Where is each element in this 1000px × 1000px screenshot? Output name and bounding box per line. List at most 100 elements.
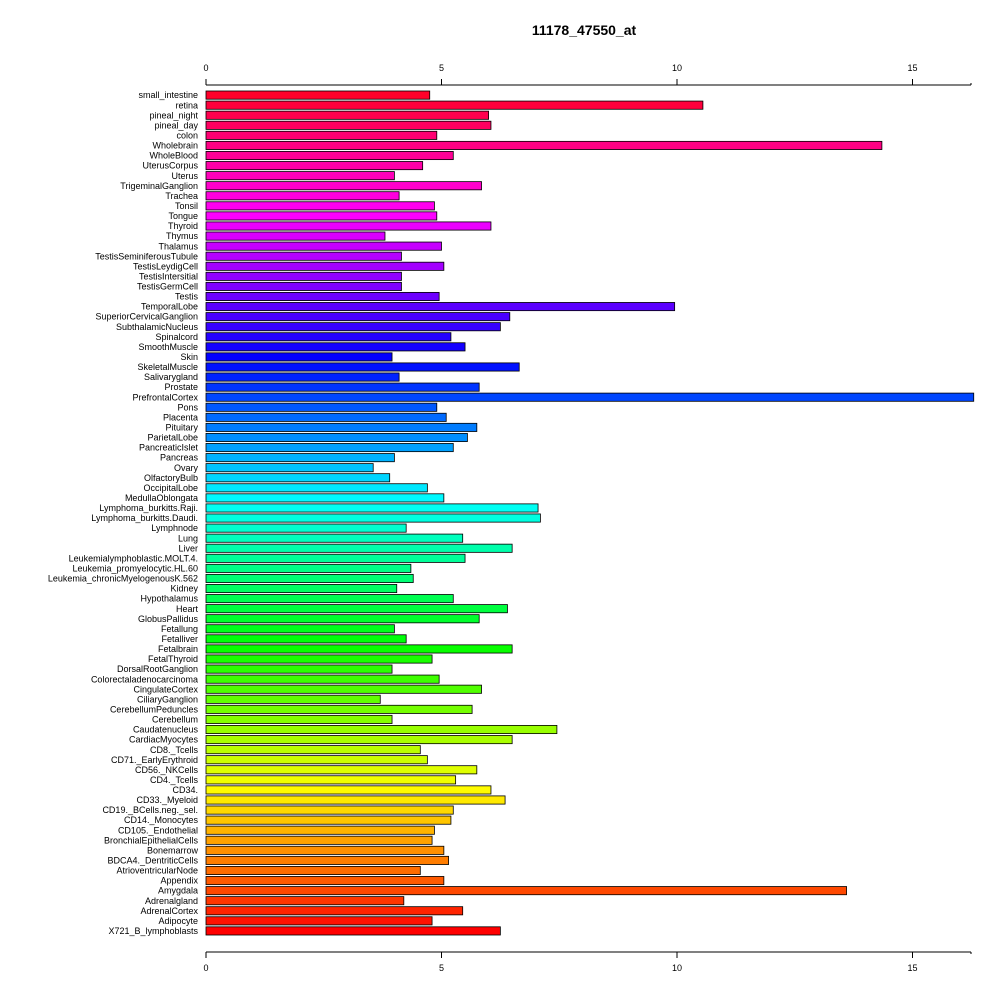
category-label: DorsalRootGanglion: [117, 664, 198, 674]
bar: [205, 392, 975, 402]
category-label: CD19._BCells.neg._sel.: [102, 805, 198, 815]
bar: [205, 563, 412, 573]
category-label: FetalThyroid: [148, 654, 198, 664]
category-label: Uterus: [171, 171, 198, 181]
bar: [205, 181, 482, 191]
bar: [205, 644, 513, 654]
category-label: Spinalcord: [155, 332, 198, 342]
bar: [205, 443, 454, 453]
category-label: Ovary: [174, 463, 199, 473]
bar: [205, 140, 883, 150]
category-label: colon: [176, 130, 198, 140]
category-label: Leukemialymphoblastic.MOLT.4.: [69, 553, 198, 563]
category-label: TestisGermCell: [137, 282, 198, 292]
bar: [205, 805, 454, 815]
bar: [205, 312, 511, 322]
bar: [205, 130, 438, 140]
category-label: Colorectaladenocarcinoma: [91, 674, 198, 684]
bar: [205, 835, 433, 845]
bar: [205, 654, 433, 664]
bar: [205, 493, 445, 503]
bar: [205, 775, 457, 785]
category-label: Tonsil: [175, 201, 198, 211]
category-label: Leukemia_promyelocytic.HL.60: [72, 563, 198, 573]
bar: [205, 201, 435, 211]
category-label: CD71._EarlyErythroid: [111, 755, 198, 765]
category-label: BDCA4._DentriticCells: [107, 856, 198, 866]
category-label: Adipocyte: [158, 916, 198, 926]
bar: [205, 221, 492, 231]
category-label: PrefrontalCortex: [132, 392, 198, 402]
bar: [205, 251, 402, 261]
category-label: Liver: [178, 543, 198, 553]
bottom-axis-tick-label: 5: [439, 963, 444, 973]
category-label: Testis: [175, 292, 199, 302]
category-label: TestisLeydigCell: [133, 261, 198, 271]
category-label: Caudatenucleus: [133, 725, 199, 735]
category-label: Adrenalgland: [145, 896, 198, 906]
category-label: Pancreas: [160, 453, 199, 463]
category-label: BronchialEpithelialCells: [104, 835, 199, 845]
bar: [205, 725, 558, 735]
category-labels: small_intestineretinapineal_nightpineal_…: [48, 90, 199, 936]
bar: [205, 402, 438, 412]
category-label: CardiacMyocytes: [129, 735, 199, 745]
bar: [205, 432, 468, 442]
category-label: OlfactoryBulb: [144, 473, 198, 483]
bar: [205, 845, 445, 855]
category-label: Skin: [180, 352, 198, 362]
bar: [205, 503, 539, 513]
bar: [205, 916, 433, 926]
category-label: Cerebellum: [152, 715, 198, 725]
bar: [205, 473, 391, 483]
top-x-axis: 0 5 10 15: [203, 63, 972, 86]
bar: [205, 714, 393, 724]
category-label: AtrioventricularNode: [116, 866, 198, 876]
bar: [205, 906, 464, 916]
bar: [205, 815, 452, 825]
bar: [205, 674, 440, 684]
top-axis-tick-label: 5: [439, 63, 444, 73]
category-label: Lung: [178, 533, 198, 543]
bar: [205, 241, 442, 251]
top-axis-tick-label: 10: [672, 63, 682, 73]
category-label: SkeletalMuscle: [137, 362, 198, 372]
category-label: Fetalliver: [161, 634, 198, 644]
bar: [205, 151, 454, 161]
category-label: Fetalbrain: [158, 644, 198, 654]
category-label: Thymus: [166, 231, 199, 241]
category-label: Lymphoma_burkitts.Raji.: [99, 503, 198, 513]
category-label: Placenta: [163, 412, 198, 422]
category-label: SubthalamicNucleus: [116, 322, 199, 332]
category-label: Wholebrain: [152, 141, 198, 151]
category-label: Thyroid: [168, 221, 198, 231]
category-label: CD14._Monocytes: [124, 815, 199, 825]
category-label: Pons: [177, 402, 198, 412]
category-label: TrigeminalGanglion: [120, 181, 198, 191]
bars: [205, 90, 975, 936]
bar: [205, 90, 431, 100]
category-label: Hypothalamus: [140, 594, 198, 604]
bar: [205, 795, 506, 805]
category-label: SuperiorCervicalGanglion: [95, 312, 198, 322]
category-label: TemporalLobe: [141, 302, 198, 312]
category-label: CD56._NKCells: [135, 765, 199, 775]
category-label: X721_B_lymphoblasts: [108, 926, 198, 936]
bar: [205, 886, 847, 896]
chart-title: 11178_47550_at: [532, 22, 637, 38]
category-label: pineal_day: [154, 120, 198, 130]
bar: [205, 191, 400, 201]
bar: [205, 926, 501, 936]
category-label: Heart: [176, 604, 199, 614]
category-label: small_intestine: [138, 90, 198, 100]
bar: [205, 302, 676, 312]
bar: [205, 362, 520, 372]
bar: [205, 543, 513, 553]
bar: [205, 704, 473, 714]
bar: [205, 604, 508, 614]
bar: [205, 573, 414, 583]
category-label: Bonemarrow: [147, 845, 199, 855]
category-label: CerebellumPeduncles: [110, 704, 199, 714]
category-label: Amygdala: [158, 886, 198, 896]
